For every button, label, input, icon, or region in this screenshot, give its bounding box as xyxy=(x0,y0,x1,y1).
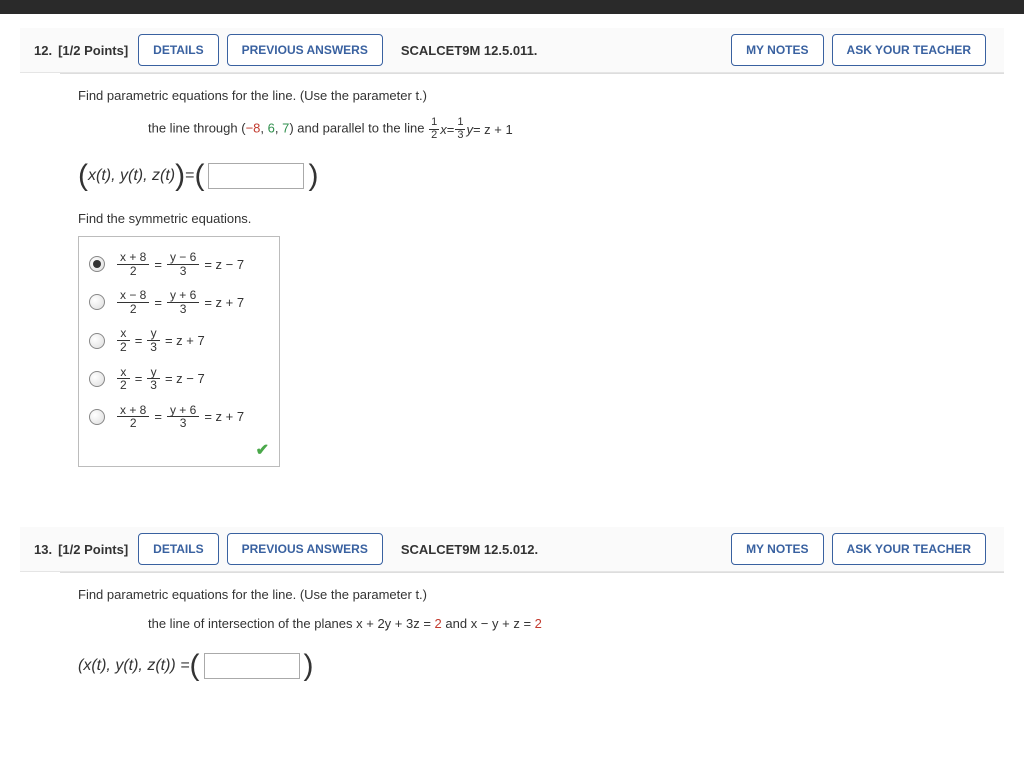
previous-answers-button[interactable]: PREVIOUS ANSWERS xyxy=(227,34,383,66)
radio-icon[interactable] xyxy=(89,371,105,387)
frac-den: 3 xyxy=(147,341,160,354)
right-paren: ) xyxy=(308,159,318,193)
text-fragment: and x − y + z = xyxy=(442,616,535,631)
eq-tail: = z − 7 xyxy=(165,371,205,386)
parametric-answer-input[interactable] xyxy=(204,653,300,679)
text-fragment: the line through ( xyxy=(148,120,246,135)
ask-teacher-button[interactable]: ASK YOUR TEACHER xyxy=(832,533,986,565)
radio-icon[interactable] xyxy=(89,256,105,272)
radio-icon[interactable] xyxy=(89,294,105,310)
text-fragment: ) and parallel to the line xyxy=(289,120,428,135)
frac-den: 3 xyxy=(147,379,160,392)
symmetric-eq-choices: x + 82 = y − 63 = z − 7 x − 82 = y + 63 … xyxy=(78,236,280,467)
right-paren: ) xyxy=(304,649,314,683)
eq-sign: = xyxy=(135,371,143,386)
previous-answers-button[interactable]: PREVIOUS ANSWERS xyxy=(227,533,383,565)
eq-sign: = xyxy=(447,122,455,137)
q12-answer-row: ( x(t), y(t), z(t) ) = ( ) xyxy=(78,159,986,193)
question-13-header: 13. [1/2 Points] DETAILS PREVIOUS ANSWER… xyxy=(20,527,1004,572)
q12-section2: Find the symmetric equations. xyxy=(78,211,986,226)
q13-points: [1/2 Points] xyxy=(58,542,128,557)
eq-sign: = xyxy=(154,257,162,272)
mc-option-2[interactable]: x2 = y3 = z + 7 xyxy=(89,321,269,359)
frac-num: x xyxy=(117,366,130,380)
q12-body: Find parametric equations for the line. … xyxy=(60,73,1004,497)
point-y: 6 xyxy=(268,120,275,135)
frac-num: y − 6 xyxy=(167,251,199,265)
frac-den: 2 xyxy=(117,303,149,316)
q12-prompt: Find parametric equations for the line. … xyxy=(78,88,986,103)
q12-points: [1/2 Points] xyxy=(58,43,128,58)
frac-num: 1 xyxy=(429,117,439,130)
mc-option-4[interactable]: x + 82 = y + 63 = z + 7 xyxy=(89,398,269,436)
app-topbar xyxy=(0,0,1024,14)
eq-tail: = z − 7 xyxy=(204,257,244,272)
frac-num: x − 8 xyxy=(117,289,149,303)
my-notes-button[interactable]: MY NOTES xyxy=(731,533,823,565)
q13-subprompt: the line of intersection of the planes x… xyxy=(148,616,986,631)
text-fragment: , xyxy=(260,120,267,135)
eq-sign: = xyxy=(135,333,143,348)
frac-den: 2 xyxy=(117,341,130,354)
frac-den: 2 xyxy=(117,417,149,430)
q12-reference: SCALCET9M 12.5.011. xyxy=(401,43,538,58)
radio-icon[interactable] xyxy=(89,409,105,425)
q13-answer-row: (x(t), y(t), z(t)) = ( ) xyxy=(78,649,986,683)
eq-sign: = xyxy=(154,409,162,424)
frac-den: 3 xyxy=(167,417,199,430)
left-paren: ( xyxy=(194,159,204,193)
frac-den: 2 xyxy=(429,130,439,142)
radio-icon[interactable] xyxy=(89,333,105,349)
eq-sign: = xyxy=(154,295,162,310)
frac-num: x xyxy=(117,327,130,341)
answer-lhs: x(t), y(t), z(t) xyxy=(88,167,175,185)
eq-tail: = z + 7 xyxy=(204,295,244,310)
parallel-line-eq: 12x = 13y = z + 1 xyxy=(428,117,513,141)
details-button[interactable]: DETAILS xyxy=(138,533,218,565)
q13-body: Find parametric equations for the line. … xyxy=(60,572,1004,731)
right-paren: ) xyxy=(175,159,185,193)
point-x: −8 xyxy=(246,120,261,135)
frac-den: 3 xyxy=(167,265,199,278)
eq-tail: = z + 7 xyxy=(165,333,205,348)
my-notes-button[interactable]: MY NOTES xyxy=(731,34,823,66)
text-fragment: the line of intersection of the planes x… xyxy=(148,616,435,631)
eq-tail: = z + 7 xyxy=(204,409,244,424)
ask-teacher-button[interactable]: ASK YOUR TEACHER xyxy=(832,34,986,66)
frac-num: x + 8 xyxy=(117,404,149,418)
frac-num: y + 6 xyxy=(167,404,199,418)
frac-num: y + 6 xyxy=(167,289,199,303)
eq-sign: = xyxy=(185,167,194,185)
q13-number: 13. xyxy=(34,542,52,557)
left-paren: ( xyxy=(190,649,200,683)
frac-num: y xyxy=(147,366,160,380)
frac-den: 2 xyxy=(117,265,149,278)
frac-den: 3 xyxy=(167,303,199,316)
frac-den: 3 xyxy=(455,130,465,142)
question-12-header: 12. [1/2 Points] DETAILS PREVIOUS ANSWER… xyxy=(20,28,1004,73)
parametric-answer-input[interactable] xyxy=(208,163,304,189)
frac-num: x + 8 xyxy=(117,251,149,265)
q12-subprompt: the line through (−8, 6, 7) and parallel… xyxy=(148,117,986,141)
details-button[interactable]: DETAILS xyxy=(138,34,218,66)
check-icon: ✔ xyxy=(256,442,269,459)
rhs2: 2 xyxy=(535,616,542,631)
eq-tail: = z + 1 xyxy=(473,122,513,137)
answer-lhs: (x(t), y(t), z(t)) = xyxy=(78,657,190,675)
rhs1: 2 xyxy=(435,616,442,631)
mc-option-0[interactable]: x + 82 = y − 63 = z − 7 xyxy=(89,245,269,283)
frac-den: 2 xyxy=(117,379,130,392)
mc-option-1[interactable]: x − 82 = y + 63 = z + 7 xyxy=(89,283,269,321)
left-paren: ( xyxy=(78,159,88,193)
frac-num: 1 xyxy=(455,117,465,130)
question-12: 12. [1/2 Points] DETAILS PREVIOUS ANSWER… xyxy=(20,28,1004,497)
q13-prompt: Find parametric equations for the line. … xyxy=(78,587,986,602)
frac-num: y xyxy=(147,327,160,341)
mc-option-3[interactable]: x2 = y3 = z − 7 xyxy=(89,360,269,398)
mc-feedback: ✔ xyxy=(89,436,269,460)
question-13: 13. [1/2 Points] DETAILS PREVIOUS ANSWER… xyxy=(20,527,1004,731)
q12-number: 12. xyxy=(34,43,52,58)
q13-reference: SCALCET9M 12.5.012. xyxy=(401,542,538,557)
